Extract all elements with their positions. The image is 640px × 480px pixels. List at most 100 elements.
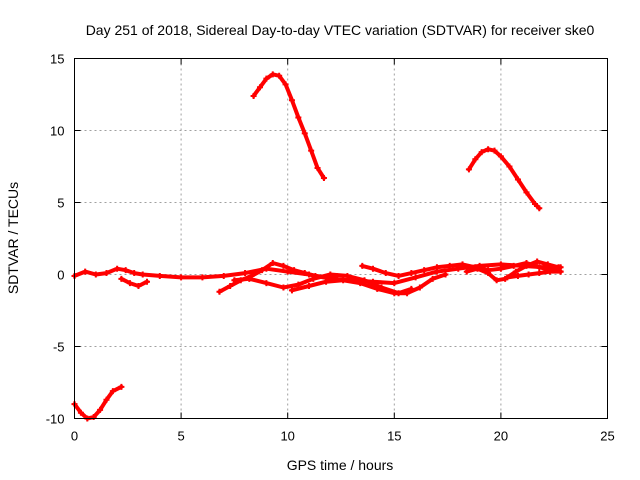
data-point [126,280,133,287]
data-point [534,258,541,265]
data-point [220,272,227,279]
y-tick-label: 5 [57,196,64,211]
data-point [178,274,185,281]
data-point [510,262,517,269]
data-point [497,153,504,160]
data-point [295,281,302,288]
data-point [259,267,266,274]
data-point [555,264,562,271]
data-point [544,261,551,268]
data-point [301,270,308,277]
plot-frame [74,58,608,419]
x-tick-label: 20 [494,429,508,444]
data-point [412,274,419,281]
x-tick-label: 0 [71,429,78,444]
data-point [359,262,366,269]
data-point [269,259,276,266]
data-point [323,278,330,285]
data-point [139,271,146,278]
data-point [288,287,295,294]
data-point [408,270,415,277]
data-point [269,71,276,78]
data-point [465,166,472,173]
y-tick-label: 15 [50,52,64,67]
data-point [395,272,402,279]
series-line-arc-3 [466,147,542,211]
data-point [276,72,283,79]
data-point [369,265,376,272]
data-point [442,271,449,278]
x-tick-label: 25 [600,429,614,444]
data-point [227,283,234,290]
data-point [109,388,116,395]
data-point [156,272,163,279]
data-point [301,130,308,137]
data-point [523,189,530,196]
data-point [421,267,428,274]
y-tick-label: 10 [50,124,64,139]
data-point [474,265,481,272]
y-tick-label: -10 [46,412,65,427]
data-point [532,200,539,207]
data-point [433,264,440,271]
data-point [118,275,125,282]
data-point [291,267,298,274]
data-point [361,277,368,284]
data-point [114,265,121,272]
data-point [536,270,543,277]
x-axis-title: GPS time / hours [287,457,394,473]
data-point [391,290,398,297]
data-point [280,284,287,291]
data-point [546,268,553,275]
x-tick-label: 10 [280,429,294,444]
data-point [497,265,504,272]
data-point [263,75,270,82]
data-point [506,163,513,170]
data-point [97,406,104,413]
data-point [82,268,89,275]
data-point [246,275,253,282]
data-point [131,270,138,277]
data-point [122,267,129,274]
data-point [90,414,97,421]
data-point [478,149,485,156]
chart-title: Day 251 of 2018, Sidereal Day-to-day VTE… [86,22,595,38]
data-point [92,271,99,278]
data-point [135,283,142,290]
data-point [143,278,150,285]
data-point [199,274,206,281]
grid [74,58,608,419]
data-point [382,270,389,277]
x-tick-label: 5 [177,429,184,444]
data-point [282,81,289,88]
data-point [314,164,321,171]
y-axis-title: SDTVAR / TECUs [5,182,21,294]
data-point [295,114,302,121]
data-point [103,270,110,277]
data-point [242,270,249,277]
data-point [310,275,317,282]
y-tick-label: 0 [57,268,64,283]
data-point [231,277,238,284]
data-point [308,147,315,154]
data-point [536,205,543,212]
axis-ticks: 0 5 10 15 20 25 -10 -5 0 5 10 15 [46,52,615,444]
data-point [523,262,530,269]
data-point [514,272,521,279]
x-tick-label: 15 [387,429,401,444]
data-point [429,275,436,282]
series-group [71,71,564,422]
data-point [280,262,287,269]
data-point [391,280,398,287]
data-point [256,84,263,91]
data-point [216,288,223,295]
data-point [374,285,381,292]
data-point [525,271,532,278]
data-point [491,147,498,154]
data-point [404,290,411,297]
data-point [536,264,543,271]
data-point [485,270,492,277]
data-point [357,280,364,287]
